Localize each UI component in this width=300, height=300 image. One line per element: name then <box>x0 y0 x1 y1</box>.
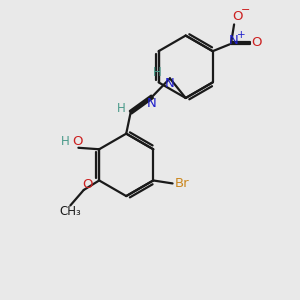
Text: Br: Br <box>175 177 189 190</box>
Text: H: H <box>153 66 162 79</box>
Text: H: H <box>61 135 69 148</box>
Text: +: + <box>237 29 246 40</box>
Text: O: O <box>82 178 93 191</box>
Text: −: − <box>241 5 251 15</box>
Text: N: N <box>165 77 175 90</box>
Text: O: O <box>251 36 261 50</box>
Text: O: O <box>232 10 243 22</box>
Text: N: N <box>147 97 157 110</box>
Text: O: O <box>72 135 83 148</box>
Text: H: H <box>117 102 125 115</box>
Text: CH₃: CH₃ <box>59 206 81 218</box>
Text: N: N <box>229 34 238 47</box>
